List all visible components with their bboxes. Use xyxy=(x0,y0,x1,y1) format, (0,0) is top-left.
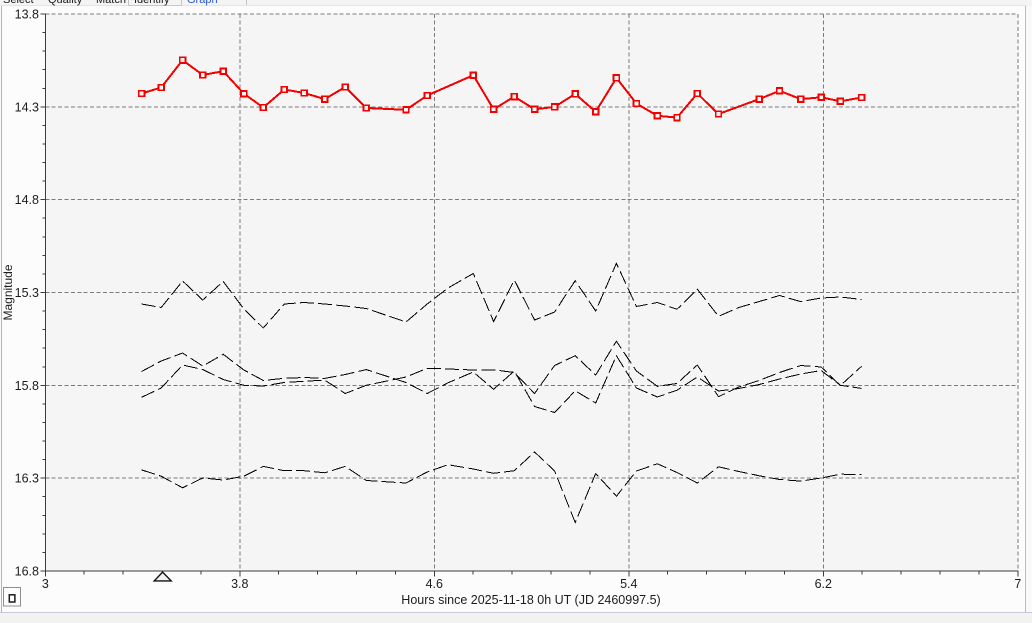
svg-text:15.3: 15.3 xyxy=(15,286,39,300)
svg-text:Graph: Graph xyxy=(187,0,218,6)
svg-text:3: 3 xyxy=(42,577,49,591)
svg-text:Select: Select xyxy=(3,0,34,6)
svg-text:Match: Match xyxy=(96,0,126,6)
svg-text:Magnitude: Magnitude xyxy=(1,264,15,320)
svg-text:Hours since 2025-11-18 0h UT (: Hours since 2025-11-18 0h UT (JD 2460997… xyxy=(401,593,660,607)
svg-text:16.3: 16.3 xyxy=(15,472,39,486)
svg-text:Quality: Quality xyxy=(48,0,83,6)
svg-text:3.8: 3.8 xyxy=(231,577,248,591)
svg-text:5.4: 5.4 xyxy=(620,577,637,591)
svg-text:14.3: 14.3 xyxy=(15,100,39,114)
svg-text:Identify: Identify xyxy=(134,0,170,6)
svg-text:7: 7 xyxy=(1014,577,1021,591)
svg-text:15.8: 15.8 xyxy=(15,379,39,393)
svg-text:14.8: 14.8 xyxy=(15,193,39,207)
svg-text:4.6: 4.6 xyxy=(426,577,443,591)
svg-text:16.8: 16.8 xyxy=(15,565,39,579)
svg-text:6.2: 6.2 xyxy=(815,577,832,591)
svg-text:13.8: 13.8 xyxy=(15,8,39,22)
